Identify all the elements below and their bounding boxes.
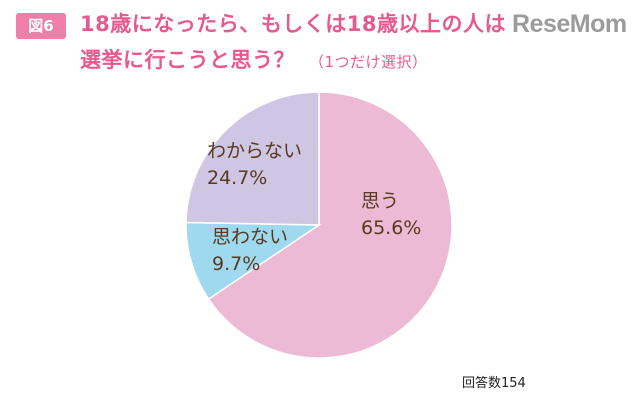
slice-omou	[207, 91, 453, 359]
figure-badge: 図6	[16, 13, 66, 39]
slice-value-label: 24.7%	[207, 167, 267, 189]
slice-wakaranai	[185, 91, 320, 226]
slice-value-label: 65.6%	[361, 217, 421, 239]
slice-omowanai	[185, 221, 322, 301]
title-line-1: 18歳になったら、もしくは18歳以上の人は	[80, 12, 506, 36]
slice-label: 思わない	[212, 226, 288, 248]
slice-label: わからない	[207, 140, 302, 162]
chart-title: 18歳になったら、もしくは18歳以上の人は 選挙に行こうと思う？ （1つだけ選択）	[80, 6, 510, 80]
response-count: 回答数154	[462, 376, 526, 391]
title-note: （1つだけ選択）	[309, 53, 428, 71]
slice-value-label: 9.7%	[212, 253, 260, 275]
slice-label: 思う	[361, 190, 399, 212]
brand-logo: ReseMom	[512, 10, 627, 38]
title-line-2: 選挙に行こうと思う？	[80, 48, 295, 72]
